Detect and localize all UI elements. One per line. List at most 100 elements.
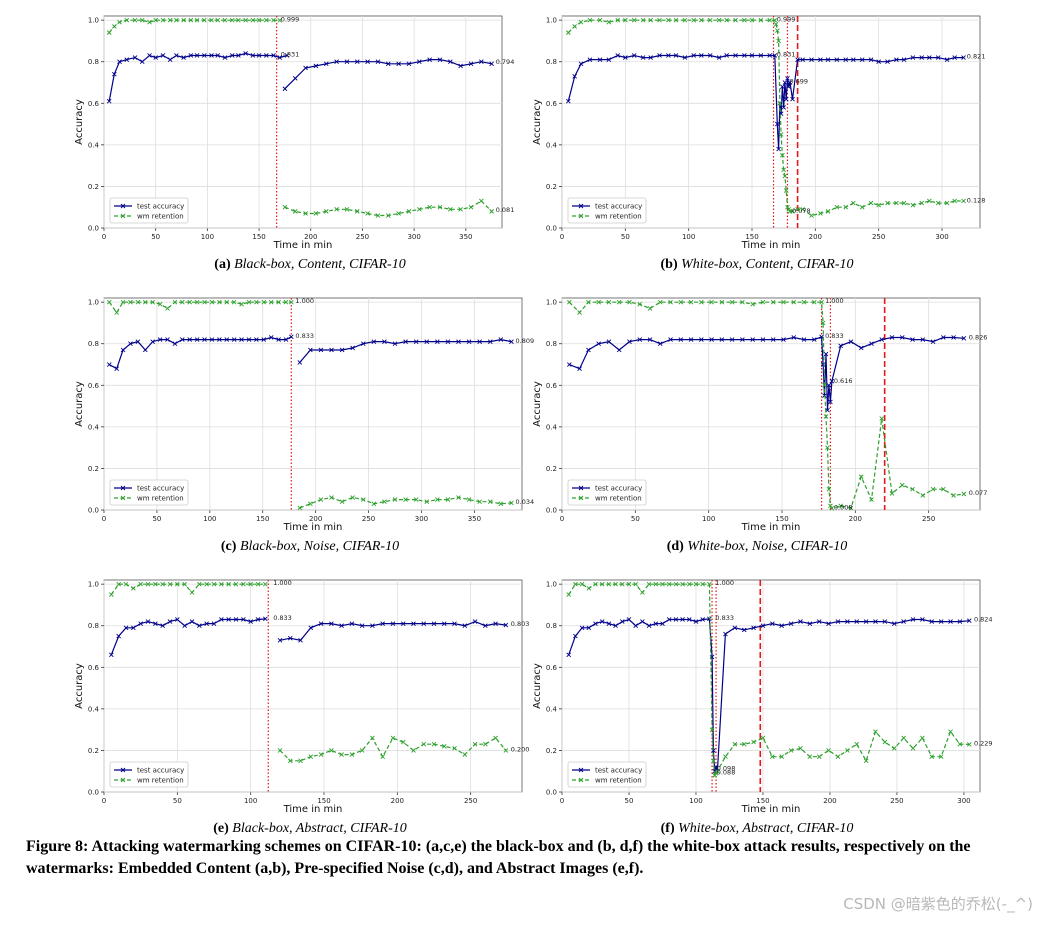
legend-box (567, 197, 647, 224)
test-accuracy-point (910, 55, 916, 60)
subcaption-title: White-box, Content, CIFAR-10 (681, 257, 854, 272)
chart-panel-c: 0 50 100 150 200 250 300 350 0.0 0.2 0.4 0.6 0.8 1.0 T… (72, 296, 534, 533)
test-accuracy-point (566, 652, 572, 658)
test-accuracy-point (313, 63, 319, 69)
legend-marker-test-accuracy (578, 485, 584, 491)
wm-retention-point (254, 299, 259, 305)
wm-retention-point (848, 505, 854, 511)
x-axis-label: Time in min (741, 804, 801, 815)
test-accuracy-point (135, 339, 141, 344)
y-axis-label: Accuracy (532, 663, 543, 709)
test-accuracy-point (411, 621, 416, 626)
test-accuracy-point (509, 339, 514, 344)
wm-retention-point (929, 754, 935, 759)
wm-retention-point (165, 306, 170, 311)
x-tick-label: 150 (256, 515, 269, 523)
test-accuracy-point (392, 341, 398, 347)
wm-retention-point (194, 17, 200, 23)
test-accuracy-point (596, 341, 601, 347)
subcaption-c: (c) Black-box, Noise, CIFAR-10 (80, 539, 540, 555)
test-accuracy-point (952, 55, 957, 60)
wm-retention-point (263, 17, 269, 23)
test-accuracy-point (445, 339, 451, 344)
test-accuracy-point (640, 55, 646, 60)
wm-retention-point (197, 581, 202, 587)
test-accuracy-point (123, 625, 129, 631)
test-accuracy-point (250, 53, 256, 58)
test-accuracy-point (951, 335, 956, 340)
test-accuracy-point (828, 399, 833, 405)
test-accuracy-point (750, 337, 755, 342)
test-accuracy-point (901, 619, 906, 624)
data-label: 1.000 (273, 579, 292, 587)
test-accuracy-point (175, 617, 180, 622)
wm-retention-point (116, 581, 121, 587)
test-accuracy-point (781, 337, 786, 342)
test-accuracy-point (246, 337, 252, 342)
test-accuracy-point (339, 347, 345, 353)
subcaption-title: Black-box, Content, CIFAR-10 (234, 257, 406, 272)
test-accuracy-point (843, 57, 849, 62)
test-accuracy-point (780, 84, 785, 89)
wm-retention-point (194, 299, 200, 305)
x-tick-label: 50 (621, 233, 630, 241)
test-accuracy-point (760, 337, 766, 342)
test-accuracy-point (416, 59, 422, 65)
test-accuracy-point (466, 339, 472, 344)
wm-retention-point (957, 741, 963, 747)
chart-e: 0 50 100 150 200 250 0.0 0.2 0.4 0.6 0.8 1.0 Time in… (74, 579, 529, 815)
wm-retention-point (657, 17, 662, 23)
test-accuracy-point (153, 621, 158, 626)
test-accuracy-line (568, 618, 970, 772)
wm-retention-point (566, 592, 572, 597)
wm-retention-point (189, 590, 195, 595)
chart-c: 0 50 100 150 200 250 300 350 0.0 0.2 0.4 0.6 0.8 1.0 T… (74, 297, 534, 533)
y-tick-label: 0.2 (546, 183, 557, 191)
x-tick-label: 250 (872, 233, 885, 241)
test-accuracy-point (653, 621, 659, 626)
test-accuracy-point (292, 76, 298, 81)
wm-retention-point (255, 581, 261, 587)
test-accuracy-point (848, 339, 854, 344)
subcaption-tag: (d) (666, 539, 684, 554)
test-accuracy-point (633, 623, 639, 629)
test-accuracy-point (424, 339, 430, 344)
wm-retention-point (781, 167, 786, 173)
y-tick-label: 0.0 (88, 225, 99, 233)
legend-marker-test-accuracy (120, 203, 126, 209)
test-accuracy-point (899, 335, 905, 340)
test-accuracy-point (276, 337, 281, 342)
wm-retention-point (749, 17, 755, 23)
wm-retention-point (268, 299, 274, 305)
test-accuracy-point (236, 53, 241, 58)
test-accuracy-point (477, 339, 482, 344)
test-accuracy-point (308, 625, 314, 631)
figure-caption-text: Attacking watermarking schemes on CIFAR-… (26, 838, 971, 877)
test-accuracy-point (165, 337, 170, 342)
wm-retention-point (222, 17, 228, 23)
wm-retention-point (241, 581, 246, 587)
y-tick-label: 0.8 (546, 340, 557, 348)
test-accuracy-point (660, 621, 665, 626)
test-accuracy-point (606, 339, 612, 344)
wm-retention-point (246, 299, 252, 305)
test-accuracy-point (723, 631, 728, 637)
test-accuracy-point (231, 337, 237, 342)
x-tick-label: 150 (252, 233, 265, 241)
wm-retention-point (329, 495, 334, 500)
test-accuracy-point (593, 621, 598, 626)
wm-retention-point (579, 581, 585, 587)
wm-retention-point (961, 198, 966, 204)
wm-retention-point (760, 299, 766, 305)
wm-retention-point (826, 748, 831, 753)
wm-retention-point (219, 581, 224, 587)
test-accuracy-point (124, 57, 130, 62)
test-accuracy-point (829, 378, 835, 384)
wm-retention-point (879, 416, 885, 421)
y-tick-label: 0.8 (546, 622, 557, 630)
wm-retention-point (277, 18, 283, 23)
wm-retention-point (699, 299, 704, 305)
plot-area (103, 579, 523, 793)
wm-retention-point (403, 497, 408, 502)
test-accuracy-point (579, 625, 585, 631)
